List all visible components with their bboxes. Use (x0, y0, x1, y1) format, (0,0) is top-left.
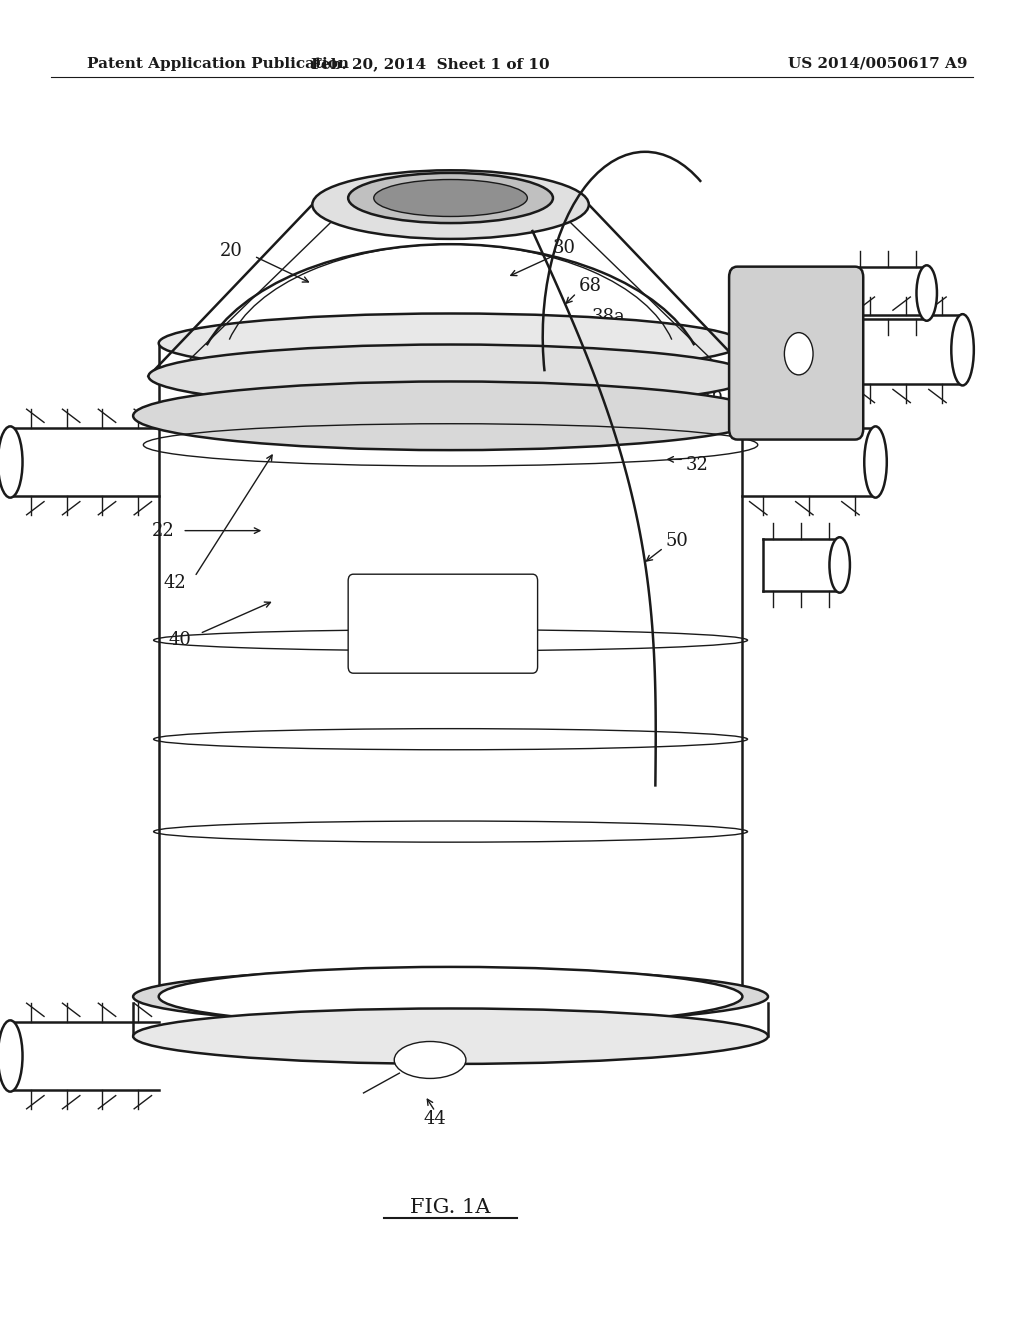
Text: 32: 32 (686, 455, 709, 474)
Text: 38a: 38a (592, 308, 626, 326)
Text: 34: 34 (712, 334, 734, 352)
Ellipse shape (159, 314, 742, 374)
Ellipse shape (133, 969, 768, 1024)
Text: 50: 50 (666, 532, 688, 550)
Ellipse shape (133, 381, 768, 450)
Text: 42: 42 (164, 574, 186, 593)
Text: 38b: 38b (688, 387, 723, 405)
Ellipse shape (784, 333, 813, 375)
Ellipse shape (916, 265, 937, 321)
Ellipse shape (864, 426, 887, 498)
Text: Feb. 20, 2014  Sheet 1 of 10: Feb. 20, 2014 Sheet 1 of 10 (310, 57, 550, 71)
Ellipse shape (133, 1008, 768, 1064)
Ellipse shape (148, 345, 753, 408)
Text: 30: 30 (553, 239, 575, 257)
Ellipse shape (159, 966, 742, 1027)
Text: FIG. 1A: FIG. 1A (411, 1199, 490, 1217)
Ellipse shape (951, 314, 974, 385)
FancyBboxPatch shape (348, 574, 538, 673)
Text: 22: 22 (152, 521, 174, 540)
Text: Patent Application Publication: Patent Application Publication (87, 57, 349, 71)
Ellipse shape (0, 426, 23, 498)
Ellipse shape (312, 170, 589, 239)
Text: 66: 66 (623, 358, 645, 376)
Text: 40: 40 (169, 631, 191, 649)
Text: 44: 44 (424, 1110, 446, 1129)
Ellipse shape (829, 537, 850, 593)
Text: 68: 68 (579, 277, 601, 296)
FancyBboxPatch shape (729, 267, 863, 440)
Ellipse shape (348, 173, 553, 223)
Ellipse shape (394, 1041, 466, 1078)
Ellipse shape (374, 180, 527, 216)
Text: US 2014/0050617 A9: US 2014/0050617 A9 (788, 57, 968, 71)
Ellipse shape (0, 1020, 23, 1092)
Text: 20: 20 (220, 242, 243, 260)
